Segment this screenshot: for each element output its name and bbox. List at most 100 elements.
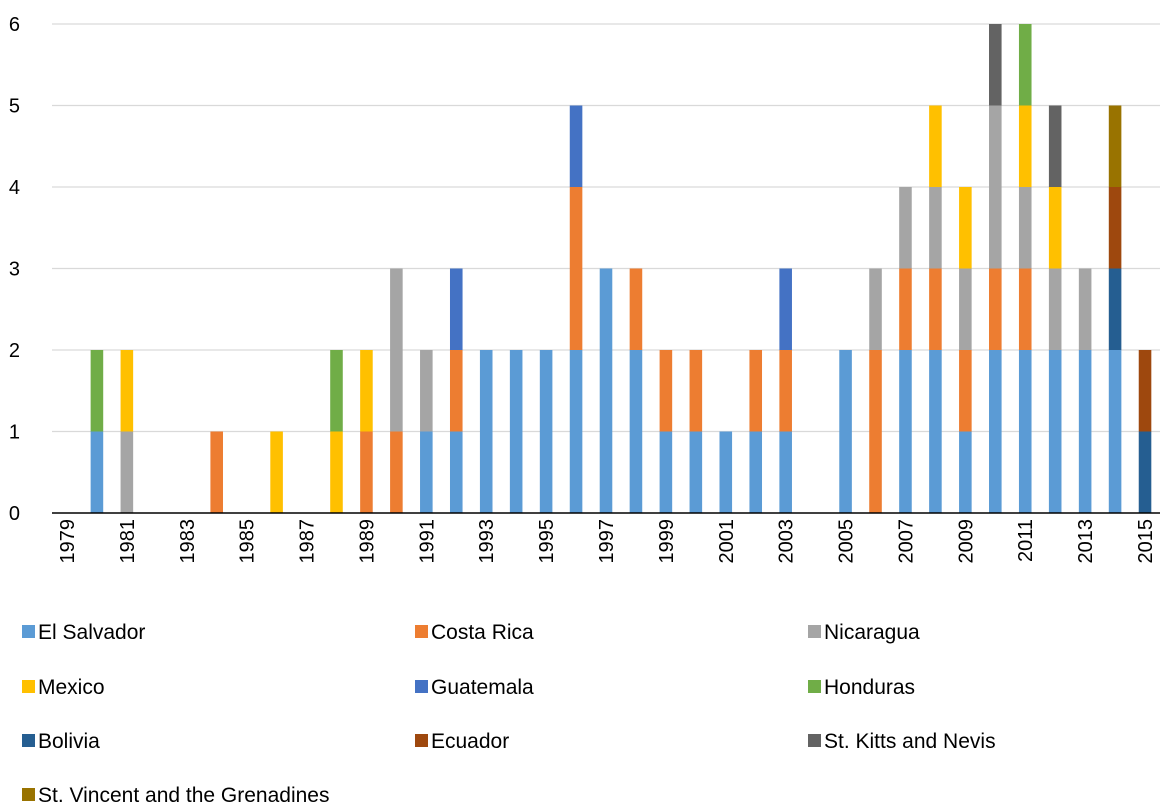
y-tick-label: 5: [9, 96, 20, 118]
bar-segment: [899, 187, 912, 269]
x-tick-label: 1985: [237, 519, 259, 564]
x-tick-label: 2015: [1135, 519, 1157, 564]
bar-segment: [120, 431, 134, 513]
bar-segment: [989, 105, 1002, 269]
bar-segment: [90, 350, 104, 432]
y-tick-label: 1: [9, 422, 20, 444]
bar-segment: [479, 350, 493, 513]
bar-segment: [1138, 350, 1152, 432]
legend-item: Guatemala: [415, 676, 534, 699]
y-tick-label: 0: [9, 503, 20, 525]
legend-label: Ecuador: [431, 730, 509, 753]
bar-segment: [689, 350, 703, 432]
bar-segment: [390, 268, 403, 432]
y-tick-label: 6: [9, 14, 20, 36]
legend-item: Costa Rica: [415, 621, 534, 644]
x-tick-label: 2009: [955, 519, 977, 564]
bar-segment: [330, 431, 343, 513]
bar-segment: [749, 431, 763, 513]
bar-segment: [989, 268, 1002, 350]
bar-segment: [779, 268, 792, 350]
legend-label: St. Vincent and the Grenadines: [38, 784, 329, 802]
bar-segment: [779, 431, 792, 513]
legend-swatch: [22, 788, 35, 801]
legend-swatch: [22, 734, 35, 747]
bar-segment: [959, 268, 972, 350]
x-tick-label: 1999: [656, 519, 678, 564]
bar-segment: [629, 268, 643, 350]
legend-item: Honduras: [808, 676, 915, 699]
bar-segment: [1108, 268, 1122, 350]
legend-swatch: [808, 734, 821, 747]
legend-label: Nicaragua: [824, 621, 920, 644]
bar-segment: [779, 350, 792, 432]
y-tick-label: 3: [9, 259, 20, 281]
x-tick-label: 2003: [776, 519, 798, 564]
bar-segment: [959, 431, 972, 513]
legend-item: St. Vincent and the Grenadines: [22, 784, 329, 802]
legend-swatch: [808, 625, 821, 638]
legend-item: El Salvador: [22, 621, 145, 644]
bar-segment: [839, 350, 852, 513]
bar-segment: [689, 431, 703, 513]
x-tick-label: 2005: [836, 519, 858, 564]
x-tick-label: 2013: [1075, 519, 1097, 564]
bar-segment: [899, 350, 912, 513]
bar-segment: [509, 350, 523, 513]
bar-segment: [659, 431, 673, 513]
bar-segment: [1108, 350, 1122, 513]
bar-segment: [929, 350, 942, 513]
bar-segment: [929, 105, 942, 187]
bar-segment: [270, 431, 283, 513]
bar-segment: [569, 105, 583, 187]
legend-label: El Salvador: [38, 621, 145, 644]
legend-item: Ecuador: [415, 730, 509, 753]
bar-segment: [330, 350, 343, 432]
x-tick-label: 1981: [117, 519, 139, 564]
bar-segment: [749, 350, 763, 432]
bar-segment: [1018, 24, 1032, 106]
bar-segment: [659, 350, 673, 432]
bar-segment: [1048, 350, 1062, 513]
legend-label: Bolivia: [38, 730, 100, 753]
legend: El Salvador Costa Rica Nicaragua Mexico Guat…: [22, 621, 996, 802]
bar-segment: [869, 268, 882, 350]
x-tick-label: 2007: [895, 519, 917, 564]
bar-segment: [629, 350, 643, 513]
bar-segment: [210, 431, 223, 513]
bar-segment: [1138, 431, 1152, 513]
legend-item: Nicaragua: [808, 621, 920, 644]
bar-segment: [360, 350, 373, 432]
x-tick-label: 1979: [57, 519, 79, 564]
bar-segment: [899, 268, 912, 350]
bar-segment: [989, 350, 1002, 513]
bar-segment: [869, 350, 882, 513]
bar-segment: [420, 431, 433, 513]
bar-segment: [569, 350, 583, 513]
bar-segment: [959, 187, 972, 269]
bars: [90, 24, 1152, 513]
x-tick-label: 1997: [596, 519, 618, 564]
bar-segment: [989, 24, 1002, 106]
x-tick-label: 1995: [536, 519, 558, 564]
bar-segment: [90, 431, 104, 513]
bar-segment: [390, 431, 403, 513]
legend-label: Costa Rica: [431, 621, 534, 644]
bar-segment: [1108, 105, 1122, 187]
x-tick-label: 1989: [356, 519, 378, 564]
bar-segment: [929, 268, 942, 350]
bar-segment: [929, 187, 942, 269]
bar-segment: [1048, 187, 1062, 269]
legend-swatch: [415, 680, 428, 693]
bar-segment: [569, 187, 583, 350]
bar-segment: [1048, 105, 1062, 187]
legend-item: Mexico: [22, 676, 105, 699]
bar-segment: [449, 350, 463, 432]
bar-segment: [449, 431, 463, 513]
y-tick-label: 4: [9, 177, 20, 199]
x-tick-label: 2011: [1015, 519, 1037, 562]
bar-segment: [1048, 268, 1062, 350]
bar-segment: [1078, 350, 1092, 513]
y-tick-label: 2: [9, 340, 20, 362]
